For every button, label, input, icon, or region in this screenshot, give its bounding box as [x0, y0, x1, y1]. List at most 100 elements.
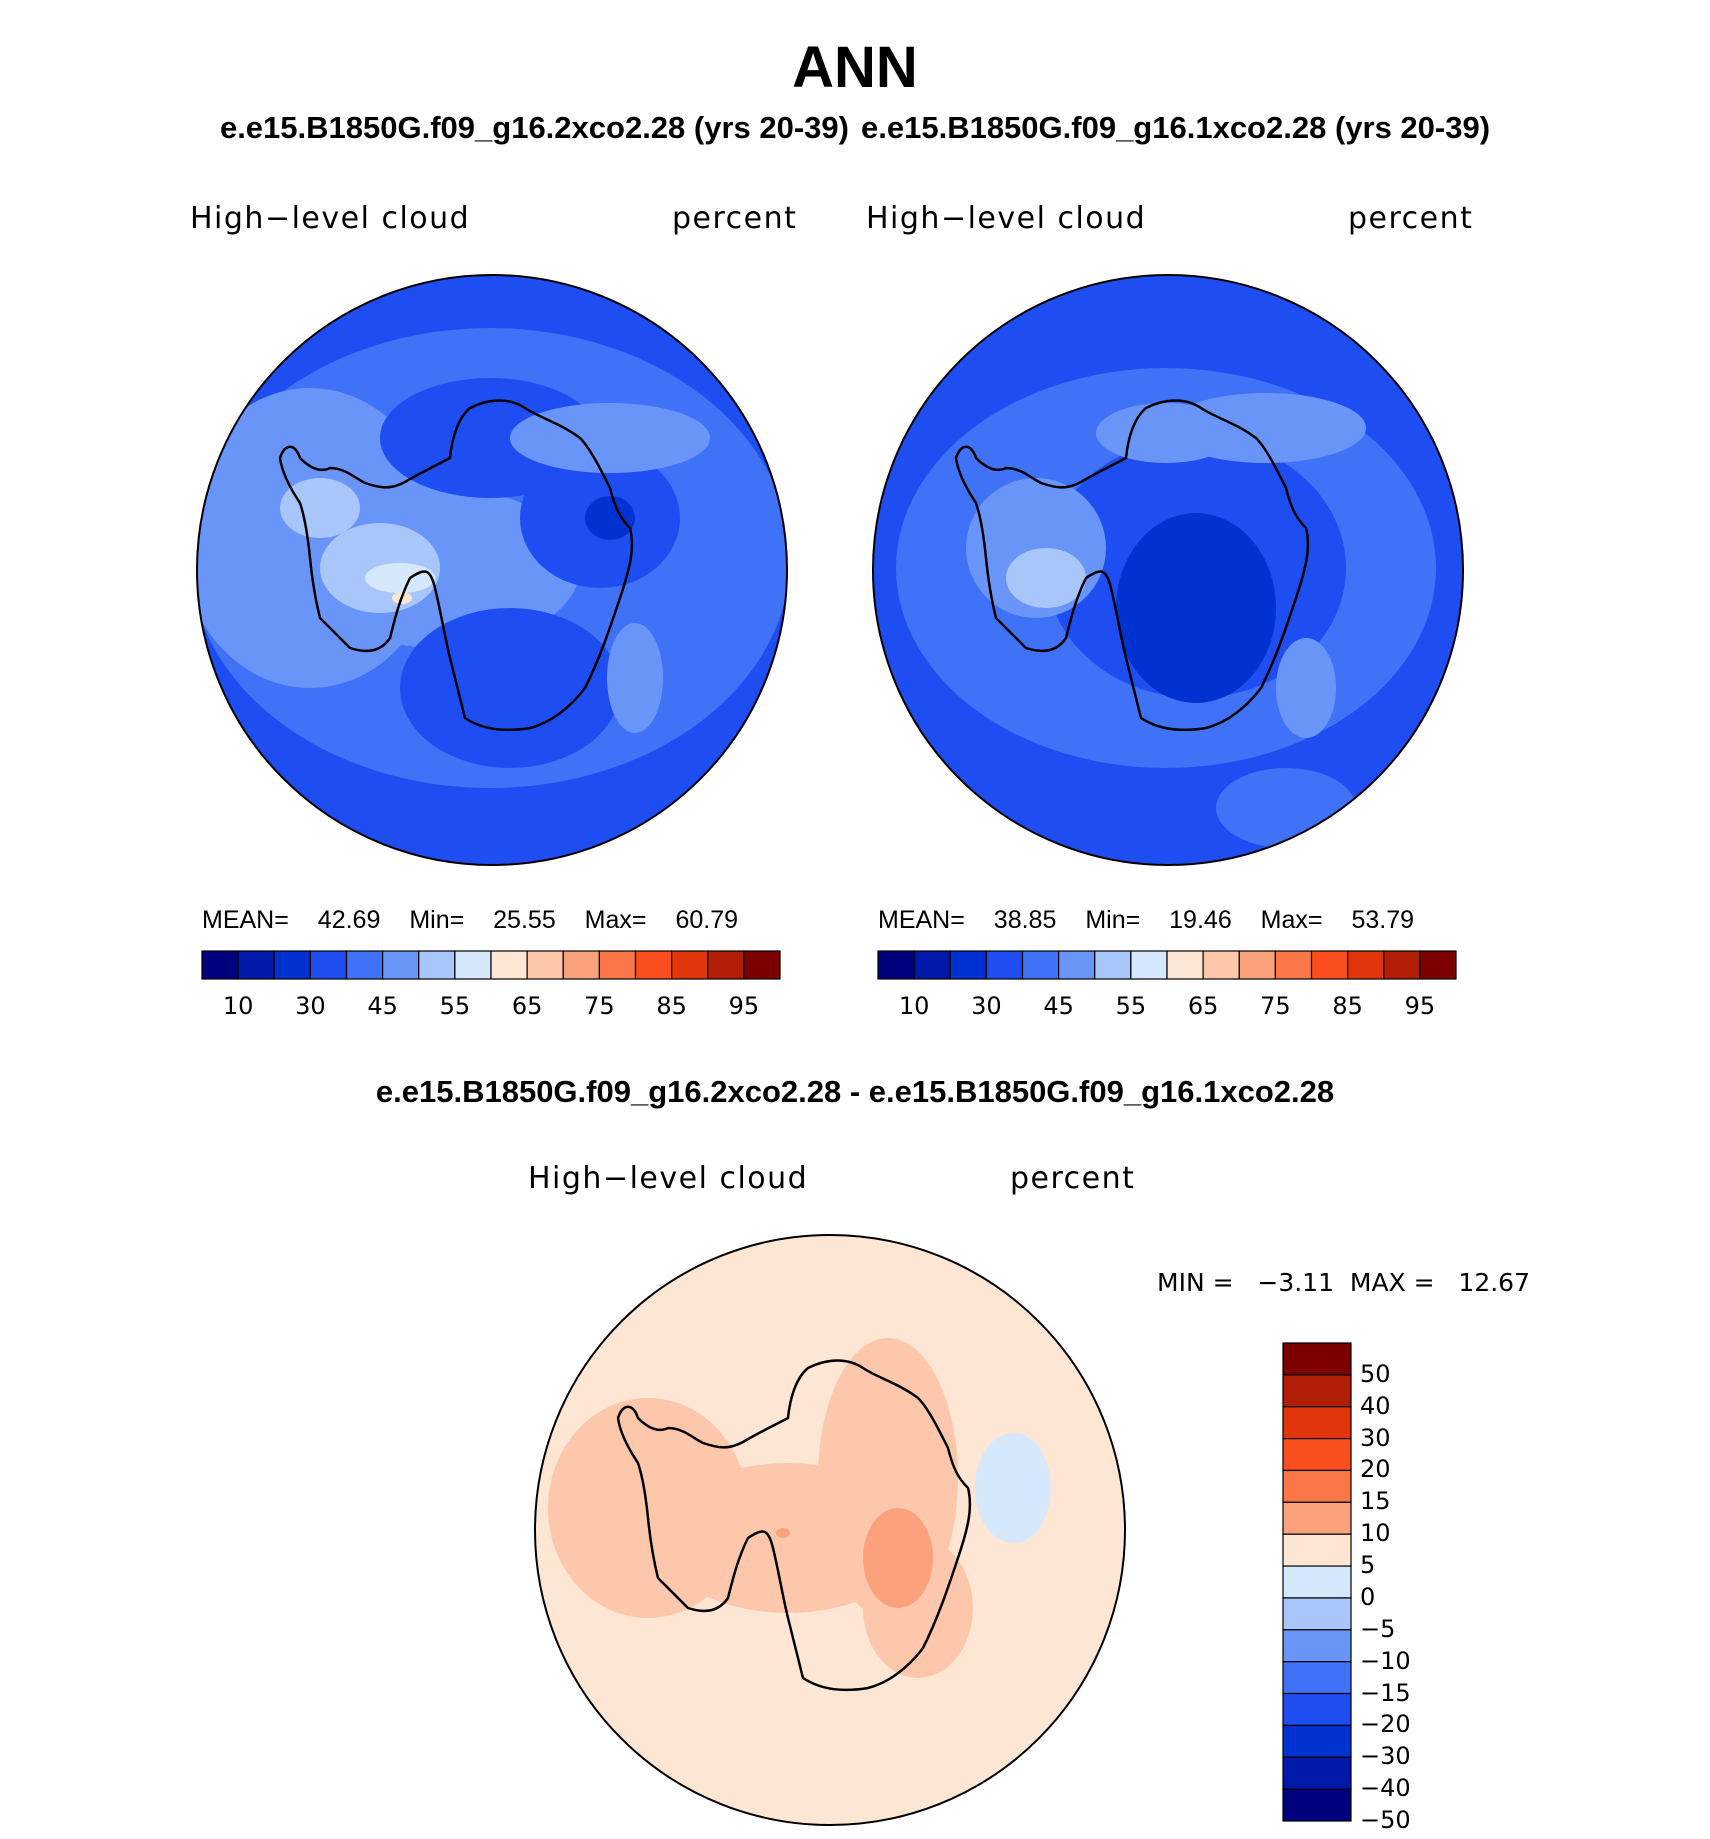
- colorbar-tick-label: 10: [1360, 1519, 1391, 1548]
- diff-minmax: MIN = −3.11 MAX = 12.67: [1157, 1268, 1530, 1297]
- antarctica-coastline: [278, 399, 634, 732]
- colorbar-tick-label: 55: [439, 992, 471, 1020]
- colorbar-swatch: [1282, 1342, 1352, 1376]
- difference-colorbar-ticks: 50 40 30 20 15 10 5 0 −5 −10 −15 −20 −30 −40 −50: [1360, 1342, 1450, 1834]
- panel2-mean-value: 38.85: [993, 906, 1057, 934]
- colorbar-swatch: [1166, 950, 1204, 980]
- panel2-max-label: Max=: [1260, 906, 1323, 934]
- colorbar-swatch: [1282, 1597, 1352, 1631]
- panel2-mean-label: MEAN=: [878, 906, 965, 934]
- colorbar-tick-label: 85: [656, 992, 687, 1020]
- panel2-min-label: Min=: [1085, 906, 1141, 934]
- colorbar-tick-label: −10: [1360, 1646, 1411, 1675]
- colorbar-swatch: [743, 950, 781, 980]
- colorbar-swatch: [309, 950, 348, 980]
- colorbar-swatch: [237, 950, 275, 980]
- colorbar-swatch: [949, 950, 987, 980]
- colorbar-tick-label: 65: [1187, 992, 1219, 1020]
- antarctica-coastline: [616, 1359, 972, 1692]
- colorbar-swatch: [1282, 1374, 1352, 1408]
- colorbar-tick-label: 30: [971, 992, 1002, 1020]
- antarctica-coastline: [954, 399, 1310, 732]
- colorbar-swatch: [490, 950, 528, 980]
- difference-map: [534, 1234, 1126, 1826]
- colorbar-swatch: [1282, 1756, 1352, 1790]
- panel2-colorbar: [877, 950, 1457, 980]
- panel1-map: [196, 274, 788, 866]
- panel1-mean-value: 42.69: [317, 906, 381, 934]
- colorbar-tick-label: 45: [1043, 992, 1074, 1020]
- difference-title: e.e15.B1850G.f09_g16.2xco2.28 - e.e15.B1…: [375, 1074, 1335, 1109]
- colorbar-tick-label: 40: [1360, 1391, 1391, 1420]
- panel1-max-label: Max=: [584, 906, 647, 934]
- colorbar-swatch: [1282, 1724, 1352, 1758]
- colorbar-tick-label: 10: [222, 992, 254, 1020]
- colorbar-swatch: [201, 950, 239, 980]
- colorbar-tick-label: 10: [898, 992, 930, 1020]
- colorbar-tick-label: 65: [511, 992, 543, 1020]
- colorbar-tick-label: 55: [1115, 992, 1147, 1020]
- colorbar-tick-label: −40: [1360, 1774, 1411, 1803]
- colorbar-tick-label: 20: [1360, 1455, 1391, 1484]
- colorbar-swatch: [1282, 1501, 1352, 1535]
- colorbar-swatch: [1130, 950, 1168, 980]
- panel1-min-label: Min=: [409, 906, 465, 934]
- panel1-units: percent: [672, 201, 798, 236]
- colorbar-swatch: [273, 950, 311, 980]
- panel1-mean-label: MEAN=: [202, 906, 289, 934]
- colorbar-tick-label: −30: [1360, 1742, 1411, 1771]
- panel2-units: percent: [1348, 201, 1474, 236]
- colorbar-swatch: [1383, 950, 1421, 980]
- colorbar-swatch: [382, 950, 420, 980]
- panel2-stats: MEAN= 38.85 Min= 19.46 Max= 53.79: [878, 906, 1414, 935]
- colorbar-tick-label: 85: [1332, 992, 1363, 1020]
- colorbar-swatch: [1282, 1629, 1352, 1663]
- colorbar-tick-label: 50: [1360, 1359, 1391, 1388]
- colorbar-swatch: [1282, 1406, 1352, 1440]
- colorbar-swatch: [418, 950, 456, 980]
- colorbar-tick-label: 30: [295, 992, 326, 1020]
- colorbar-swatch: [598, 950, 637, 980]
- colorbar-swatch: [1058, 950, 1096, 980]
- colorbar-tick-label: −5: [1360, 1614, 1396, 1643]
- colorbar-swatch: [1282, 1788, 1352, 1822]
- colorbar-swatch: [454, 950, 492, 980]
- case-a-title: e.e15.B1850G.f09_g16.2xco2.28 (yrs 20-39…: [219, 110, 849, 145]
- colorbar-tick-label: 75: [1260, 992, 1291, 1020]
- colorbar-tick-label: 15: [1360, 1487, 1391, 1516]
- colorbar-swatch: [1238, 950, 1276, 980]
- colorbar-tick-label: 95: [1404, 992, 1436, 1020]
- panel2-max-value: 53.79: [1351, 906, 1415, 934]
- case-b-title: e.e15.B1850G.f09_g16.1xco2.28 (yrs 20-39…: [861, 110, 1491, 145]
- colorbar-swatch: [562, 950, 600, 980]
- panel1-max-value: 60.79: [675, 906, 739, 934]
- panel2-min-value: 19.46: [1169, 906, 1232, 934]
- colorbar-tick-label: 95: [728, 992, 760, 1020]
- colorbar-swatch: [707, 950, 745, 980]
- panel2-colorbar-ticks: 10 30 45 55 65 75 85 95: [878, 992, 1456, 1022]
- colorbar-swatch: [877, 950, 915, 980]
- diff-units: percent: [1010, 1161, 1136, 1196]
- colorbar-tick-label: 0: [1360, 1582, 1376, 1611]
- colorbar-tick-label: −15: [1360, 1678, 1411, 1707]
- colorbar-swatch: [526, 950, 564, 980]
- colorbar-swatch: [1202, 950, 1240, 980]
- panel1-min-value: 25.55: [493, 906, 556, 934]
- colorbar-tick-label: 45: [367, 992, 398, 1020]
- colorbar-tick-label: 30: [1360, 1423, 1391, 1452]
- colorbar-swatch: [1282, 1437, 1352, 1472]
- difference-colorbar: [1282, 1342, 1352, 1822]
- colorbar-swatch: [913, 950, 951, 980]
- colorbar-swatch: [985, 950, 1024, 980]
- panel1-variable: High−level cloud: [190, 201, 471, 236]
- colorbar-tick-label: 75: [584, 992, 615, 1020]
- colorbar-swatch: [1310, 950, 1349, 980]
- panel2-variable: High−level cloud: [866, 201, 1147, 236]
- colorbar-swatch: [1021, 950, 1060, 980]
- colorbar-swatch: [1282, 1565, 1352, 1599]
- colorbar-swatch: [1282, 1661, 1352, 1695]
- colorbar-tick-label: −50: [1360, 1806, 1411, 1834]
- colorbar-swatch: [1282, 1692, 1352, 1726]
- colorbar-tick-label: 5: [1360, 1551, 1376, 1580]
- colorbar-swatch: [671, 950, 709, 980]
